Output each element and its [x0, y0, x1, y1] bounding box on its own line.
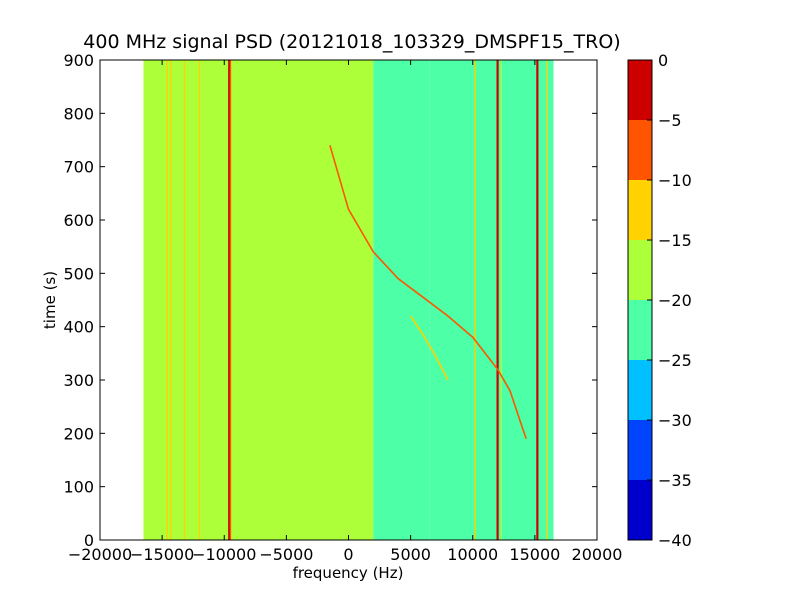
colorbar-tick-label: −30 [658, 411, 692, 430]
y-tick-label: 800 [63, 104, 94, 123]
x-tick-label: 10000 [447, 545, 498, 564]
colorbar-blocks [628, 60, 652, 540]
x-axis-ticks: −20000−15000−10000 −5000 0 5000 10000 15000 20… [68, 60, 623, 564]
colorbar-block-6 [628, 120, 652, 180]
chart-title: 400 MHz signal PSD (20121018_103329_DMSP… [83, 31, 620, 53]
heatmap-layer [143, 60, 554, 540]
signal-curve-0 [329, 145, 527, 439]
y-tick-label: 0 [84, 531, 94, 550]
colorbar-tick-label: 0 [658, 51, 668, 70]
colorbar-block-2 [628, 360, 652, 420]
plot-area: −20000−15000−10000 −5000 0 5000 10000 15000 20… [63, 51, 622, 564]
x-tick-label: 5000 [390, 545, 431, 564]
colorbar-tick-label: −20 [658, 291, 692, 310]
colorbar-block-0 [628, 480, 652, 540]
x-tick-label: 0 [343, 545, 353, 564]
x-tick-label: 15000 [509, 545, 560, 564]
colorbar-tick-label: −15 [658, 231, 692, 250]
heatmap-region-2 [429, 60, 498, 540]
y-tick-label: 600 [63, 211, 94, 230]
colorbar-block-1 [628, 420, 652, 480]
colorbar: −40 −35 −30 −25 −20 −15 −10 −5 0 [627, 51, 692, 550]
signal-curve-1 [409, 315, 449, 381]
x-tick-label: 20000 [572, 545, 623, 564]
colorbar-ticks: −40 −35 −30 −25 −20 −15 −10 −5 0 [647, 51, 692, 550]
y-tick-label: 300 [63, 371, 94, 390]
colorbar-block-7 [628, 60, 652, 120]
y-tick-label: 500 [63, 264, 94, 283]
y-tick-label: 100 [63, 478, 94, 497]
heatmap-region-1 [373, 60, 430, 540]
heatmap-region-3 [497, 60, 554, 540]
colorbar-tick-label: −10 [658, 171, 692, 190]
y-tick-label: 900 [63, 51, 94, 70]
x-tick-label: −10000 [192, 545, 256, 564]
colorbar-tick-label: −40 [658, 531, 692, 550]
y-tick-label: 700 [63, 158, 94, 177]
colorbar-block-3 [628, 300, 652, 360]
colorbar-block-5 [628, 180, 652, 240]
x-tick-label: −15000 [130, 545, 194, 564]
y-tick-label: 200 [63, 424, 94, 443]
colorbar-tick-label: −25 [658, 351, 692, 370]
colorbar-tick-label: −35 [658, 471, 692, 490]
y-axis-label: time (s) [41, 271, 59, 329]
colorbar-tick-label: −5 [658, 111, 682, 130]
x-tick-label: −5000 [259, 545, 313, 564]
colorbar-block-4 [628, 240, 652, 300]
x-axis-label: frequency (Hz) [293, 564, 404, 582]
y-axis-ticks: 0 100 200 300 400 500 600 700 800 900 [63, 51, 597, 550]
x-tick-label: −20000 [68, 545, 132, 564]
y-tick-label: 400 [63, 318, 94, 337]
heatmap-region-0 [143, 60, 374, 540]
